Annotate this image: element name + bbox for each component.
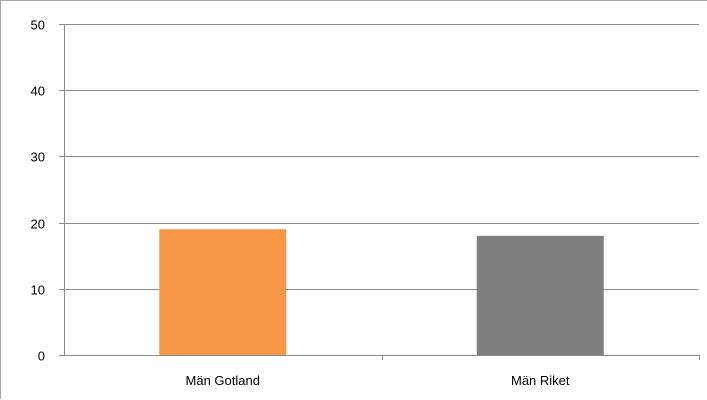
x-category-label: Män Gotland (186, 373, 260, 388)
y-tick-label: 10 (31, 283, 45, 298)
bar (159, 229, 287, 355)
y-tick-label: 0 (38, 349, 45, 364)
y-tick-label: 20 (31, 217, 45, 232)
y-tick-label: 50 (31, 18, 45, 33)
y-tick-label: 40 (31, 84, 45, 99)
bar (476, 235, 604, 355)
x-category-label: Män Riket (511, 373, 570, 388)
y-tick-label: 30 (31, 150, 45, 165)
